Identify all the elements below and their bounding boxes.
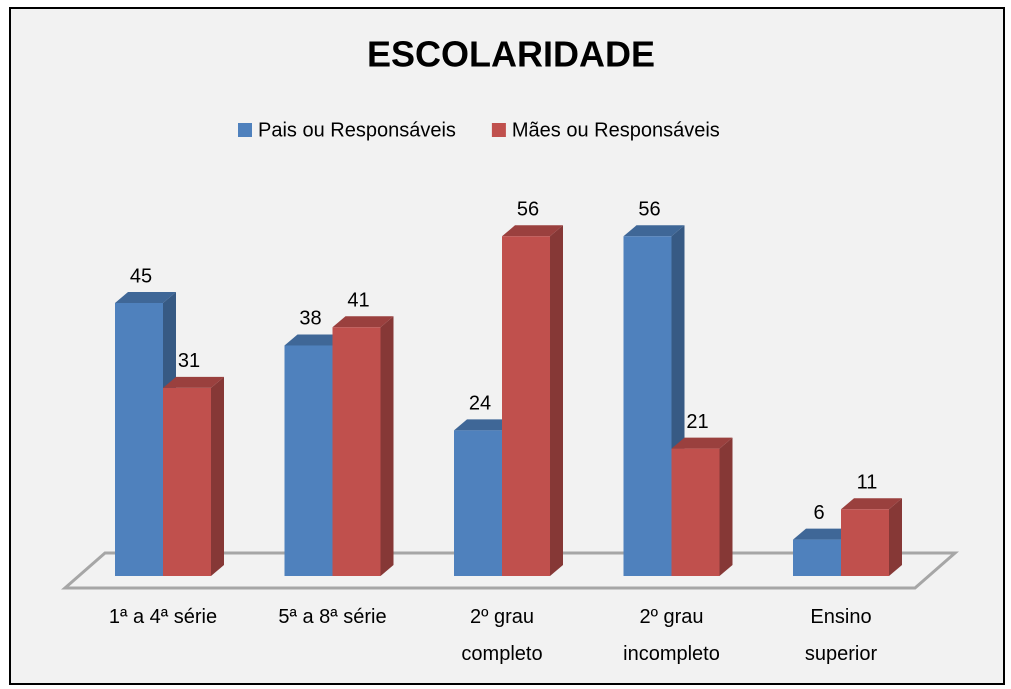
data-label: 56	[517, 199, 539, 221]
legend-label: Pais ou Responsáveis	[258, 119, 456, 141]
legend-swatch	[491, 123, 506, 137]
bar-top	[284, 334, 346, 346]
x-tick-label: 1ª a 4ª série	[108, 606, 218, 628]
bar-front	[115, 303, 163, 576]
bar-side	[889, 498, 902, 576]
bar	[163, 376, 224, 576]
bar-front	[671, 448, 720, 576]
bar-front	[332, 327, 381, 576]
data-label: 24	[469, 393, 491, 415]
x-tick-label: Ensino superior	[804, 606, 878, 665]
bar-front	[284, 345, 333, 576]
bar-top	[502, 225, 563, 237]
bar-top	[623, 225, 685, 237]
bar-front	[841, 509, 889, 576]
bar-front	[623, 236, 672, 576]
bar-top	[671, 437, 733, 449]
bar-front	[793, 539, 841, 576]
data-label: 21	[686, 411, 708, 433]
data-label: 31	[178, 350, 200, 372]
bar-front	[454, 430, 502, 576]
bar-top	[163, 376, 224, 388]
x-tick-label: 2º grau incompleto	[623, 606, 720, 665]
bar-side	[211, 376, 224, 576]
data-label: 38	[299, 308, 321, 330]
bar-top	[793, 528, 854, 540]
data-label: 6	[813, 502, 824, 524]
bar-side	[719, 437, 733, 576]
legend-swatch	[238, 123, 252, 137]
x-tick-label: 2º grau completo	[461, 606, 543, 665]
bar	[671, 437, 733, 576]
bar	[841, 498, 902, 576]
bar-top	[332, 316, 394, 328]
bar-top	[454, 419, 515, 431]
bar-side	[550, 225, 563, 576]
chart-title: ESCOLARIDADE	[367, 34, 655, 75]
bar-front	[502, 236, 550, 576]
data-label: 56	[638, 199, 660, 221]
bar-top	[841, 498, 902, 510]
data-label: 45	[130, 265, 152, 287]
legend-label: Mães ou Responsáveis	[512, 119, 720, 141]
bar	[332, 316, 394, 576]
bar-side	[380, 316, 394, 576]
bar-front	[163, 387, 211, 576]
data-label: 41	[347, 290, 369, 312]
x-tick-label: 5ª a 8ª série	[278, 606, 387, 628]
bar-top	[115, 292, 176, 303]
data-label: 11	[857, 472, 878, 494]
bar	[502, 225, 563, 576]
